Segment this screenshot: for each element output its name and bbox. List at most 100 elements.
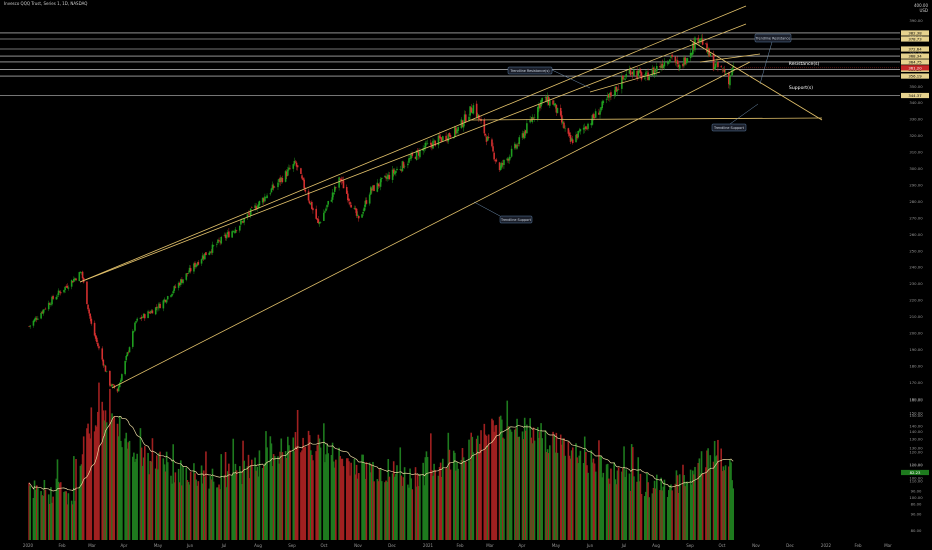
candle-body (685, 62, 688, 64)
volume-bar (34, 489, 37, 540)
candle-body (178, 282, 181, 286)
candle-body (97, 342, 99, 347)
candle-body (628, 69, 631, 74)
candle-body (296, 165, 299, 168)
volume-bar (224, 452, 227, 540)
candle-body (307, 191, 310, 201)
candle-body (311, 201, 313, 209)
volume-bar (447, 432, 450, 540)
candle-body (327, 200, 330, 205)
volume-bar (57, 481, 60, 540)
candle-body (189, 268, 192, 272)
volume-bar (480, 430, 482, 540)
volume-bar (526, 424, 528, 540)
candle-body (49, 303, 51, 305)
candle-body (699, 39, 702, 40)
volume-bar (714, 456, 717, 540)
volume-bar (311, 454, 313, 540)
volume-bar (471, 436, 474, 540)
volume-bar (562, 439, 564, 540)
volume-bar (201, 483, 204, 540)
candle-body (247, 213, 250, 215)
volume-bar (250, 459, 253, 540)
price-axis-top: 400.00 (914, 3, 928, 8)
price-tick-label: 320.00 (909, 133, 923, 138)
volume-bar (97, 411, 99, 540)
volume-ma-tag (901, 469, 929, 476)
candle-body (638, 70, 641, 73)
candle-body (567, 128, 570, 134)
price-tick-label: 350.00 (909, 84, 923, 89)
volume-bar (315, 451, 317, 540)
candle-body (226, 232, 229, 235)
volume-bar (409, 468, 411, 540)
volume-bar (509, 429, 512, 540)
volume-bar (668, 490, 670, 540)
volume-bar (104, 410, 107, 540)
volume-bar (690, 484, 693, 540)
candle-body (568, 132, 571, 136)
volume-bar (478, 452, 480, 540)
candle-body (410, 154, 412, 159)
candle-body (610, 92, 612, 97)
volume-bar (661, 490, 664, 540)
candle-body (185, 273, 188, 280)
volume-bar (189, 471, 192, 540)
volume-bar (432, 475, 434, 540)
candle-body (622, 75, 624, 80)
volume-bar (331, 442, 334, 540)
volume-bar (280, 438, 283, 540)
candle-body (55, 296, 58, 300)
volume-bar (623, 446, 625, 540)
volume-bar (82, 436, 85, 540)
candle-body (188, 267, 191, 273)
volume-bar (309, 450, 312, 540)
x-tick-label: Apr (121, 543, 128, 548)
volume-bar (136, 453, 138, 540)
volume-bar (345, 458, 348, 540)
candle-body (134, 322, 136, 331)
volume-bar (98, 382, 100, 540)
volume-bar (131, 456, 134, 540)
candle-body (484, 133, 487, 136)
trendline-channel-bottom (111, 61, 751, 389)
volume-bar (304, 446, 307, 540)
volume-bar (516, 418, 518, 540)
volume-bar (165, 451, 168, 540)
volume-bar (648, 497, 650, 540)
level-price-label: 382.38 (908, 30, 922, 35)
candle-body (157, 308, 159, 310)
candle-body (284, 171, 287, 182)
candle-body (631, 71, 634, 75)
volume-bar (500, 419, 503, 540)
volume-tick-label: 90.00 (911, 489, 922, 494)
volume-bar (503, 438, 505, 540)
volume-bar (121, 447, 123, 540)
volume-bar (243, 460, 245, 540)
volume-bar (598, 440, 600, 540)
x-tick-label: Feb (456, 543, 464, 548)
level-price-tag (901, 73, 929, 79)
candle-body (380, 177, 383, 179)
level-price-tag (901, 59, 929, 65)
candle-body (111, 384, 113, 387)
candle-body (345, 187, 348, 194)
candle-body (666, 62, 669, 64)
volume-bar (395, 473, 397, 540)
candle-body (599, 110, 601, 115)
candle-body (434, 140, 436, 146)
volume-bar (416, 474, 419, 540)
candle-body (579, 129, 582, 132)
volume-bar (652, 487, 655, 540)
volume-bar (210, 479, 213, 540)
candle-body (598, 112, 600, 115)
candle-body (425, 143, 428, 145)
volume-bar (269, 436, 272, 540)
candle-body (258, 201, 261, 206)
volume-bar (639, 473, 642, 540)
candle-body (52, 296, 54, 299)
trendline-channel-top (79, 5, 747, 283)
candle-body (212, 245, 215, 246)
